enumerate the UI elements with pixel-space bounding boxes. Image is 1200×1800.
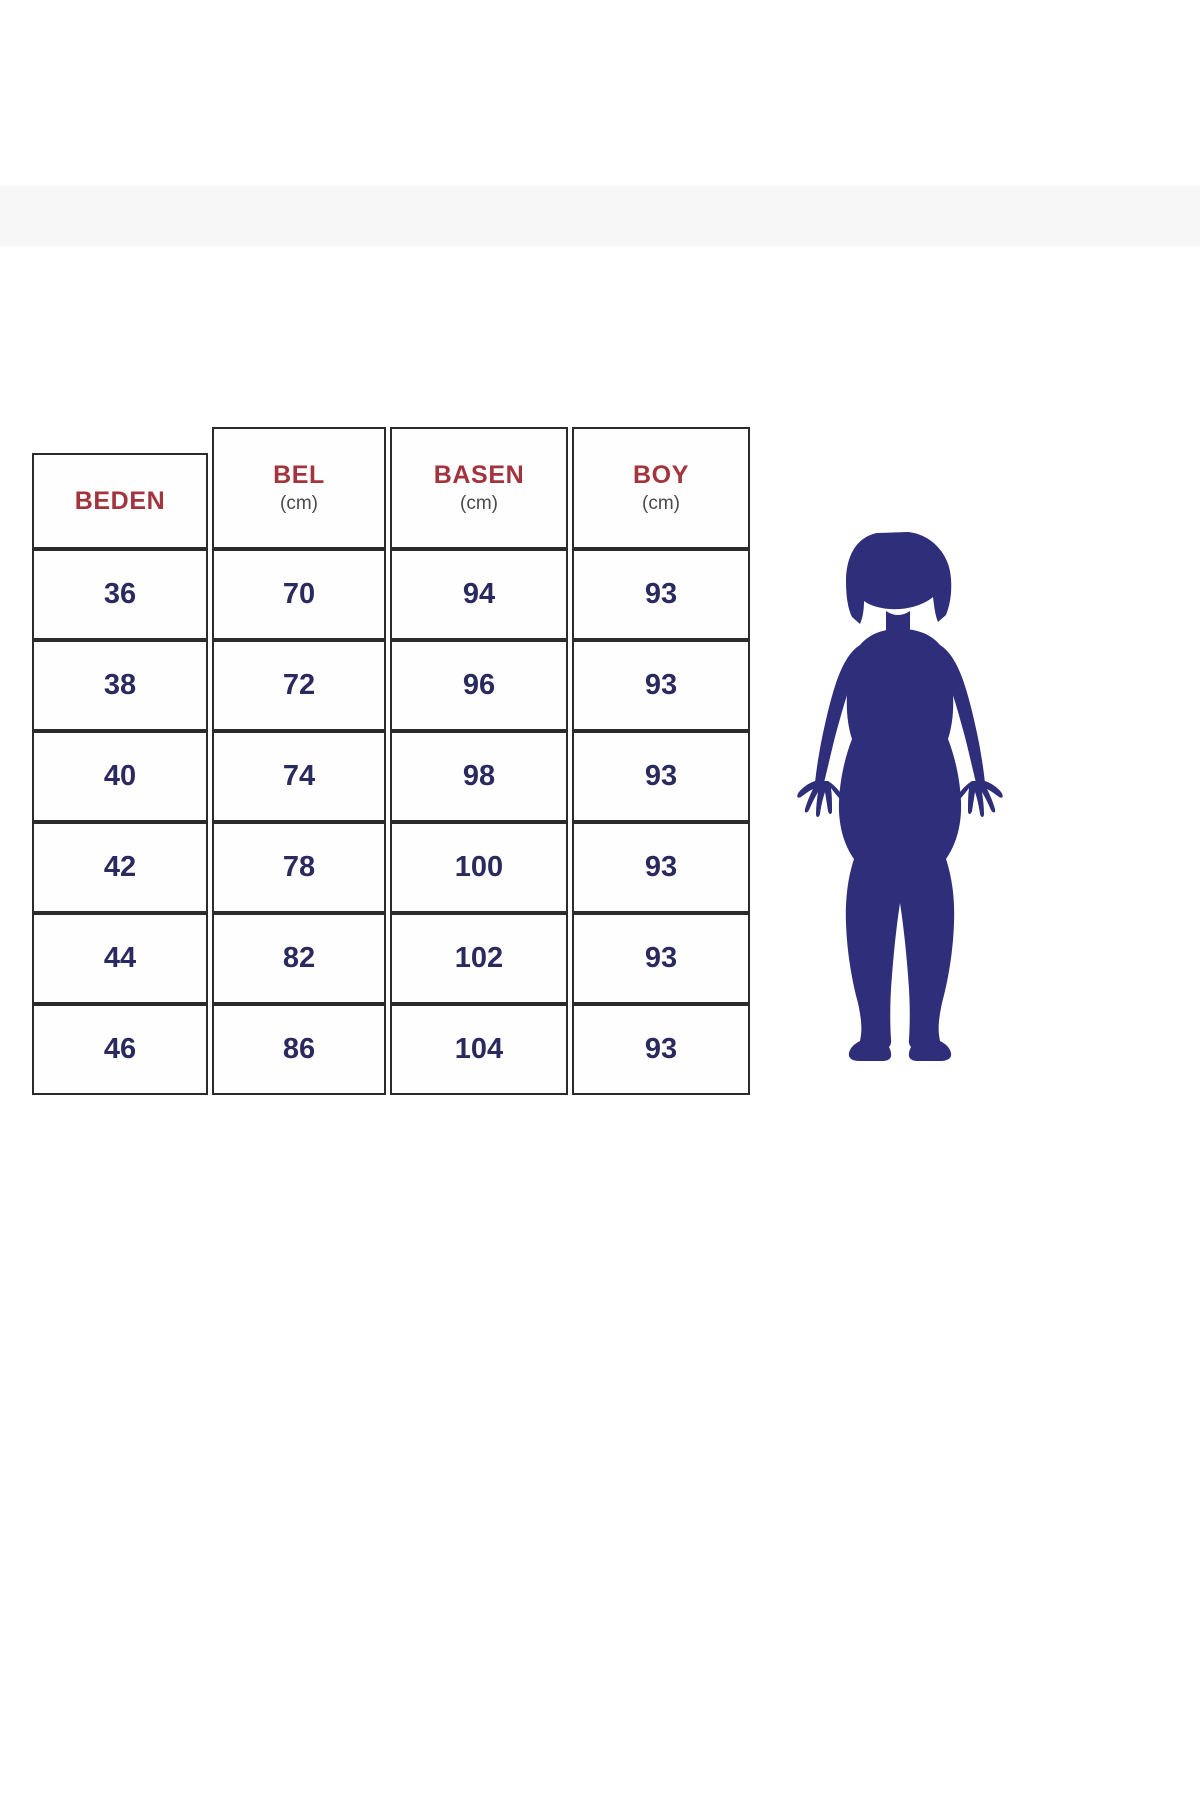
size-chart-table: BEDEN BEL (cm) BASEN (cm) BOY (cm) 36	[32, 427, 750, 1095]
cell-bel: 78	[212, 822, 386, 913]
table-row: 40 74 98 93	[32, 731, 750, 822]
column-header-boy-label: BOY	[633, 461, 689, 490]
cell-basen: 96	[390, 640, 568, 731]
column-header-boy: BOY (cm)	[572, 427, 750, 549]
cell-boy: 93	[572, 1004, 750, 1095]
cell-beden: 42	[32, 822, 208, 913]
table-row: 36 70 94 93	[32, 549, 750, 640]
cell-boy: 93	[572, 731, 750, 822]
cell-bel: 82	[212, 913, 386, 1004]
column-header-basen-label: BASEN	[433, 461, 525, 490]
table-row: 42 78 100 93	[32, 822, 750, 913]
cell-basen: 100	[390, 822, 568, 913]
table-header-row: BEDEN BEL (cm) BASEN (cm) BOY (cm)	[32, 427, 750, 549]
table-grid: BEDEN BEL (cm) BASEN (cm) BOY (cm) 36	[32, 427, 750, 1095]
cell-bel: 72	[212, 640, 386, 731]
cell-bel: 86	[212, 1004, 386, 1095]
top-band	[0, 186, 1200, 246]
column-header-basen-unit: (cm)	[460, 493, 498, 515]
cell-beden: 40	[32, 731, 208, 822]
column-header-bel-unit: (cm)	[280, 493, 318, 515]
cell-bel: 74	[212, 731, 386, 822]
cell-boy: 93	[572, 549, 750, 640]
cell-basen: 102	[390, 913, 568, 1004]
cell-beden: 38	[32, 640, 208, 731]
table-row: 38 72 96 93	[32, 640, 750, 731]
column-header-beden: BEDEN	[32, 453, 208, 549]
cell-boy: 93	[572, 822, 750, 913]
column-header-basen: BASEN (cm)	[390, 427, 568, 549]
cell-bel: 70	[212, 549, 386, 640]
cell-basen: 104	[390, 1004, 568, 1095]
table-row: 46 86 104 93	[32, 1004, 750, 1095]
column-header-beden-label: BEDEN	[74, 487, 166, 515]
column-header-boy-unit: (cm)	[642, 493, 680, 515]
cell-beden: 46	[32, 1004, 208, 1095]
cell-beden: 44	[32, 913, 208, 1004]
cell-basen: 98	[390, 731, 568, 822]
cell-basen: 94	[390, 549, 568, 640]
column-header-bel: BEL (cm)	[212, 427, 386, 549]
cell-boy: 93	[572, 913, 750, 1004]
cell-boy: 93	[572, 640, 750, 731]
table-row: 44 82 102 93	[32, 913, 750, 1004]
column-header-bel-label: BEL	[273, 461, 325, 490]
female-body-silhouette-icon	[790, 525, 1020, 1070]
cell-beden: 36	[32, 549, 208, 640]
